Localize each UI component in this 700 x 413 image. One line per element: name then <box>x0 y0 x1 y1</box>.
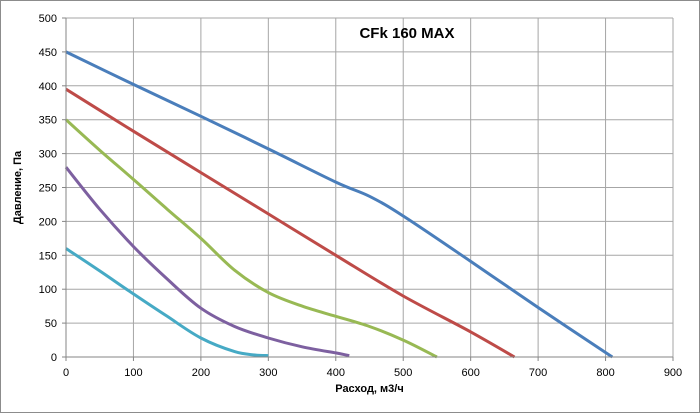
y-tick-label: 350 <box>39 115 57 127</box>
x-tick-label: 600 <box>461 367 479 379</box>
y-tick-label: 150 <box>39 250 57 262</box>
x-tick-label: 500 <box>394 367 412 379</box>
x-axis-title: Расход, м3/ч <box>335 383 404 395</box>
series-line-purple <box>64 166 350 358</box>
x-tick-label: 400 <box>327 367 345 379</box>
x-tick-label: 700 <box>529 367 547 379</box>
x-tick-label: 900 <box>664 367 682 379</box>
series-line-cyan <box>65 247 269 358</box>
x-tick-label: 100 <box>124 367 142 379</box>
x-tick-label: 300 <box>259 367 277 379</box>
y-tick-label: 400 <box>39 81 57 93</box>
y-tick-label: 450 <box>39 47 57 59</box>
chart-title: CFk 160 MAX <box>359 25 454 42</box>
gridlines <box>66 17 674 357</box>
series-line-green <box>64 118 438 359</box>
series-lines <box>64 50 614 359</box>
y-tick-label: 250 <box>39 183 57 195</box>
series-line-blue <box>65 50 614 359</box>
series-line-red <box>65 87 516 359</box>
y-tick-label: 500 <box>39 13 57 25</box>
x-tick-label: 800 <box>596 367 614 379</box>
y-tick-label: 300 <box>39 149 57 161</box>
y-tick-label: 200 <box>39 216 57 228</box>
x-tick-label: 200 <box>192 367 210 379</box>
y-tick-label: 100 <box>39 284 57 296</box>
y-tick-label: 50 <box>45 318 57 330</box>
tick-labels: 0 50 100 150 200 250 300 350 400 450 500 0 100 200 300… <box>39 13 683 379</box>
y-tick-label: 0 <box>51 352 57 364</box>
y-axis-title: Давление, Па <box>12 150 24 224</box>
x-tick-label: 0 <box>63 367 69 379</box>
axes <box>62 17 674 361</box>
